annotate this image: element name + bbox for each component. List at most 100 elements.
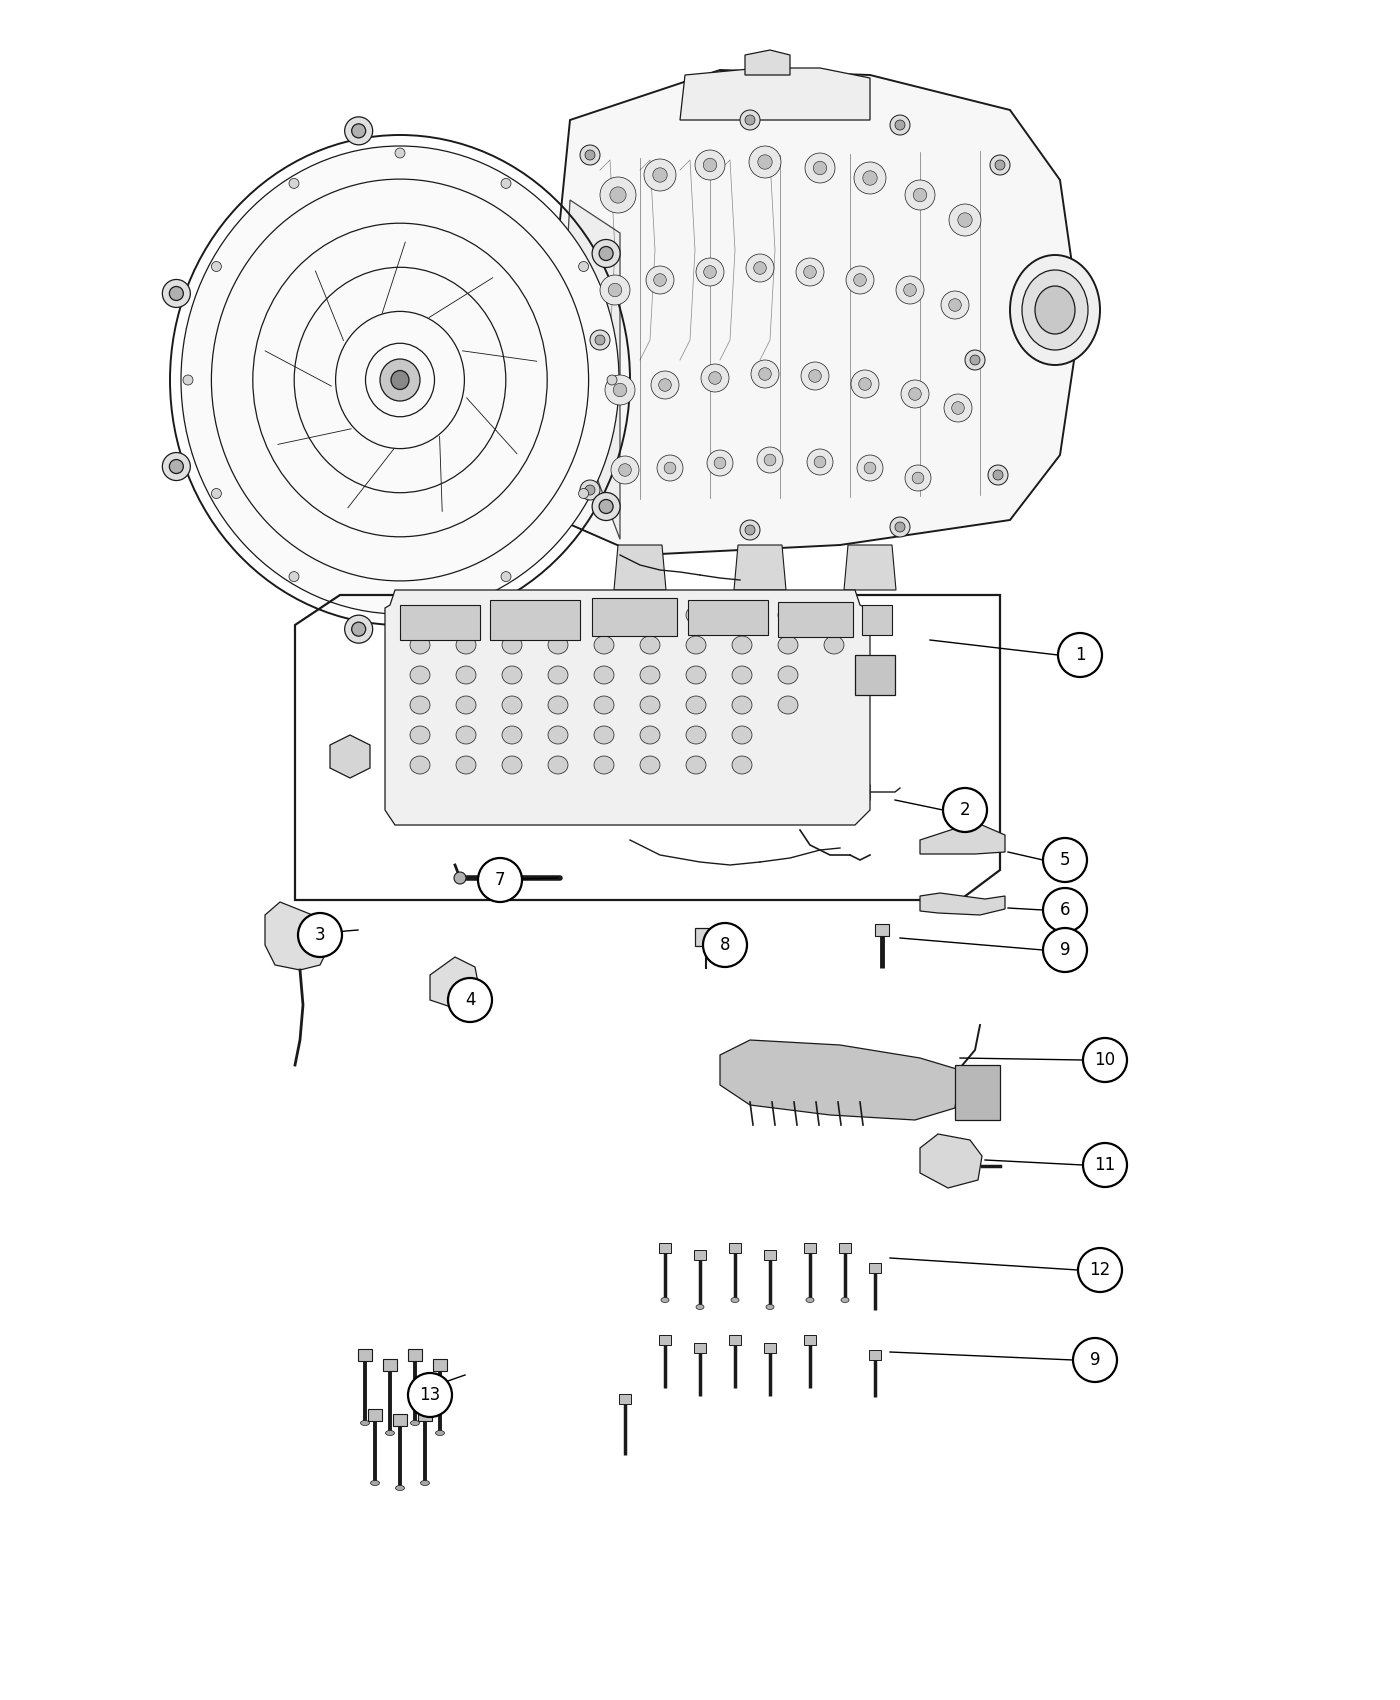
FancyBboxPatch shape [694, 1250, 706, 1260]
Circle shape [298, 913, 342, 957]
Ellipse shape [797, 258, 825, 286]
Text: 1: 1 [1075, 646, 1085, 665]
Polygon shape [430, 957, 480, 1010]
Ellipse shape [395, 1486, 405, 1491]
Polygon shape [560, 201, 620, 539]
Ellipse shape [745, 116, 755, 126]
Ellipse shape [995, 160, 1005, 170]
Ellipse shape [501, 571, 511, 581]
FancyBboxPatch shape [592, 598, 678, 636]
Ellipse shape [456, 726, 476, 745]
Polygon shape [920, 823, 1005, 853]
Ellipse shape [211, 262, 221, 272]
Ellipse shape [741, 110, 760, 129]
Ellipse shape [503, 756, 522, 774]
Ellipse shape [547, 605, 568, 624]
Ellipse shape [1022, 270, 1088, 350]
Ellipse shape [696, 258, 724, 286]
Ellipse shape [610, 456, 638, 484]
Ellipse shape [993, 469, 1002, 479]
Ellipse shape [585, 484, 595, 495]
Ellipse shape [745, 525, 755, 536]
Text: 11: 11 [1095, 1156, 1116, 1175]
Ellipse shape [854, 162, 886, 194]
Ellipse shape [651, 371, 679, 400]
Ellipse shape [391, 371, 409, 389]
Ellipse shape [864, 462, 876, 474]
Ellipse shape [732, 756, 752, 774]
Ellipse shape [949, 204, 981, 236]
Ellipse shape [410, 636, 430, 654]
Ellipse shape [696, 1304, 704, 1309]
Ellipse shape [732, 605, 752, 624]
Ellipse shape [608, 376, 617, 384]
FancyBboxPatch shape [393, 1414, 407, 1426]
Circle shape [1078, 1248, 1121, 1292]
Ellipse shape [904, 180, 935, 211]
Ellipse shape [686, 756, 706, 774]
Ellipse shape [862, 170, 878, 185]
FancyBboxPatch shape [804, 1243, 816, 1253]
Ellipse shape [949, 299, 962, 311]
Ellipse shape [395, 602, 405, 612]
Ellipse shape [913, 189, 927, 202]
Ellipse shape [857, 456, 883, 481]
Ellipse shape [547, 756, 568, 774]
Ellipse shape [580, 144, 601, 165]
Polygon shape [920, 1134, 981, 1188]
Polygon shape [545, 70, 1079, 554]
Ellipse shape [410, 726, 430, 745]
Ellipse shape [344, 117, 372, 144]
Ellipse shape [456, 695, 476, 714]
Ellipse shape [410, 695, 430, 714]
Ellipse shape [344, 615, 372, 643]
Ellipse shape [778, 695, 798, 714]
Ellipse shape [757, 155, 773, 170]
Ellipse shape [395, 148, 405, 158]
Ellipse shape [841, 1297, 848, 1302]
FancyBboxPatch shape [419, 1409, 433, 1421]
Polygon shape [330, 734, 370, 779]
Ellipse shape [759, 367, 771, 381]
Ellipse shape [732, 695, 752, 714]
Ellipse shape [410, 666, 430, 683]
Ellipse shape [731, 1297, 739, 1302]
Ellipse shape [601, 177, 636, 212]
Circle shape [1084, 1039, 1127, 1081]
Ellipse shape [594, 695, 615, 714]
Polygon shape [615, 546, 666, 590]
Polygon shape [745, 49, 790, 75]
Ellipse shape [732, 726, 752, 745]
Ellipse shape [804, 265, 816, 279]
Ellipse shape [503, 636, 522, 654]
Ellipse shape [778, 666, 798, 683]
Ellipse shape [594, 756, 615, 774]
Ellipse shape [661, 1297, 669, 1302]
Ellipse shape [592, 493, 620, 520]
Ellipse shape [806, 1297, 813, 1302]
Ellipse shape [454, 872, 466, 884]
Ellipse shape [749, 146, 781, 178]
Ellipse shape [890, 116, 910, 134]
Ellipse shape [701, 364, 729, 393]
Ellipse shape [902, 381, 930, 408]
Polygon shape [385, 590, 869, 824]
Ellipse shape [619, 464, 631, 476]
Ellipse shape [652, 168, 668, 182]
Circle shape [448, 977, 491, 1022]
Ellipse shape [644, 160, 676, 190]
FancyBboxPatch shape [694, 1343, 706, 1353]
Ellipse shape [410, 756, 430, 774]
Ellipse shape [456, 756, 476, 774]
Ellipse shape [410, 605, 430, 624]
Ellipse shape [809, 369, 822, 382]
Ellipse shape [753, 262, 766, 274]
FancyBboxPatch shape [804, 1334, 816, 1345]
Ellipse shape [547, 726, 568, 745]
Ellipse shape [958, 212, 972, 228]
Circle shape [1058, 632, 1102, 677]
Ellipse shape [162, 452, 190, 481]
Ellipse shape [503, 695, 522, 714]
Ellipse shape [640, 726, 659, 745]
Ellipse shape [361, 1421, 370, 1426]
